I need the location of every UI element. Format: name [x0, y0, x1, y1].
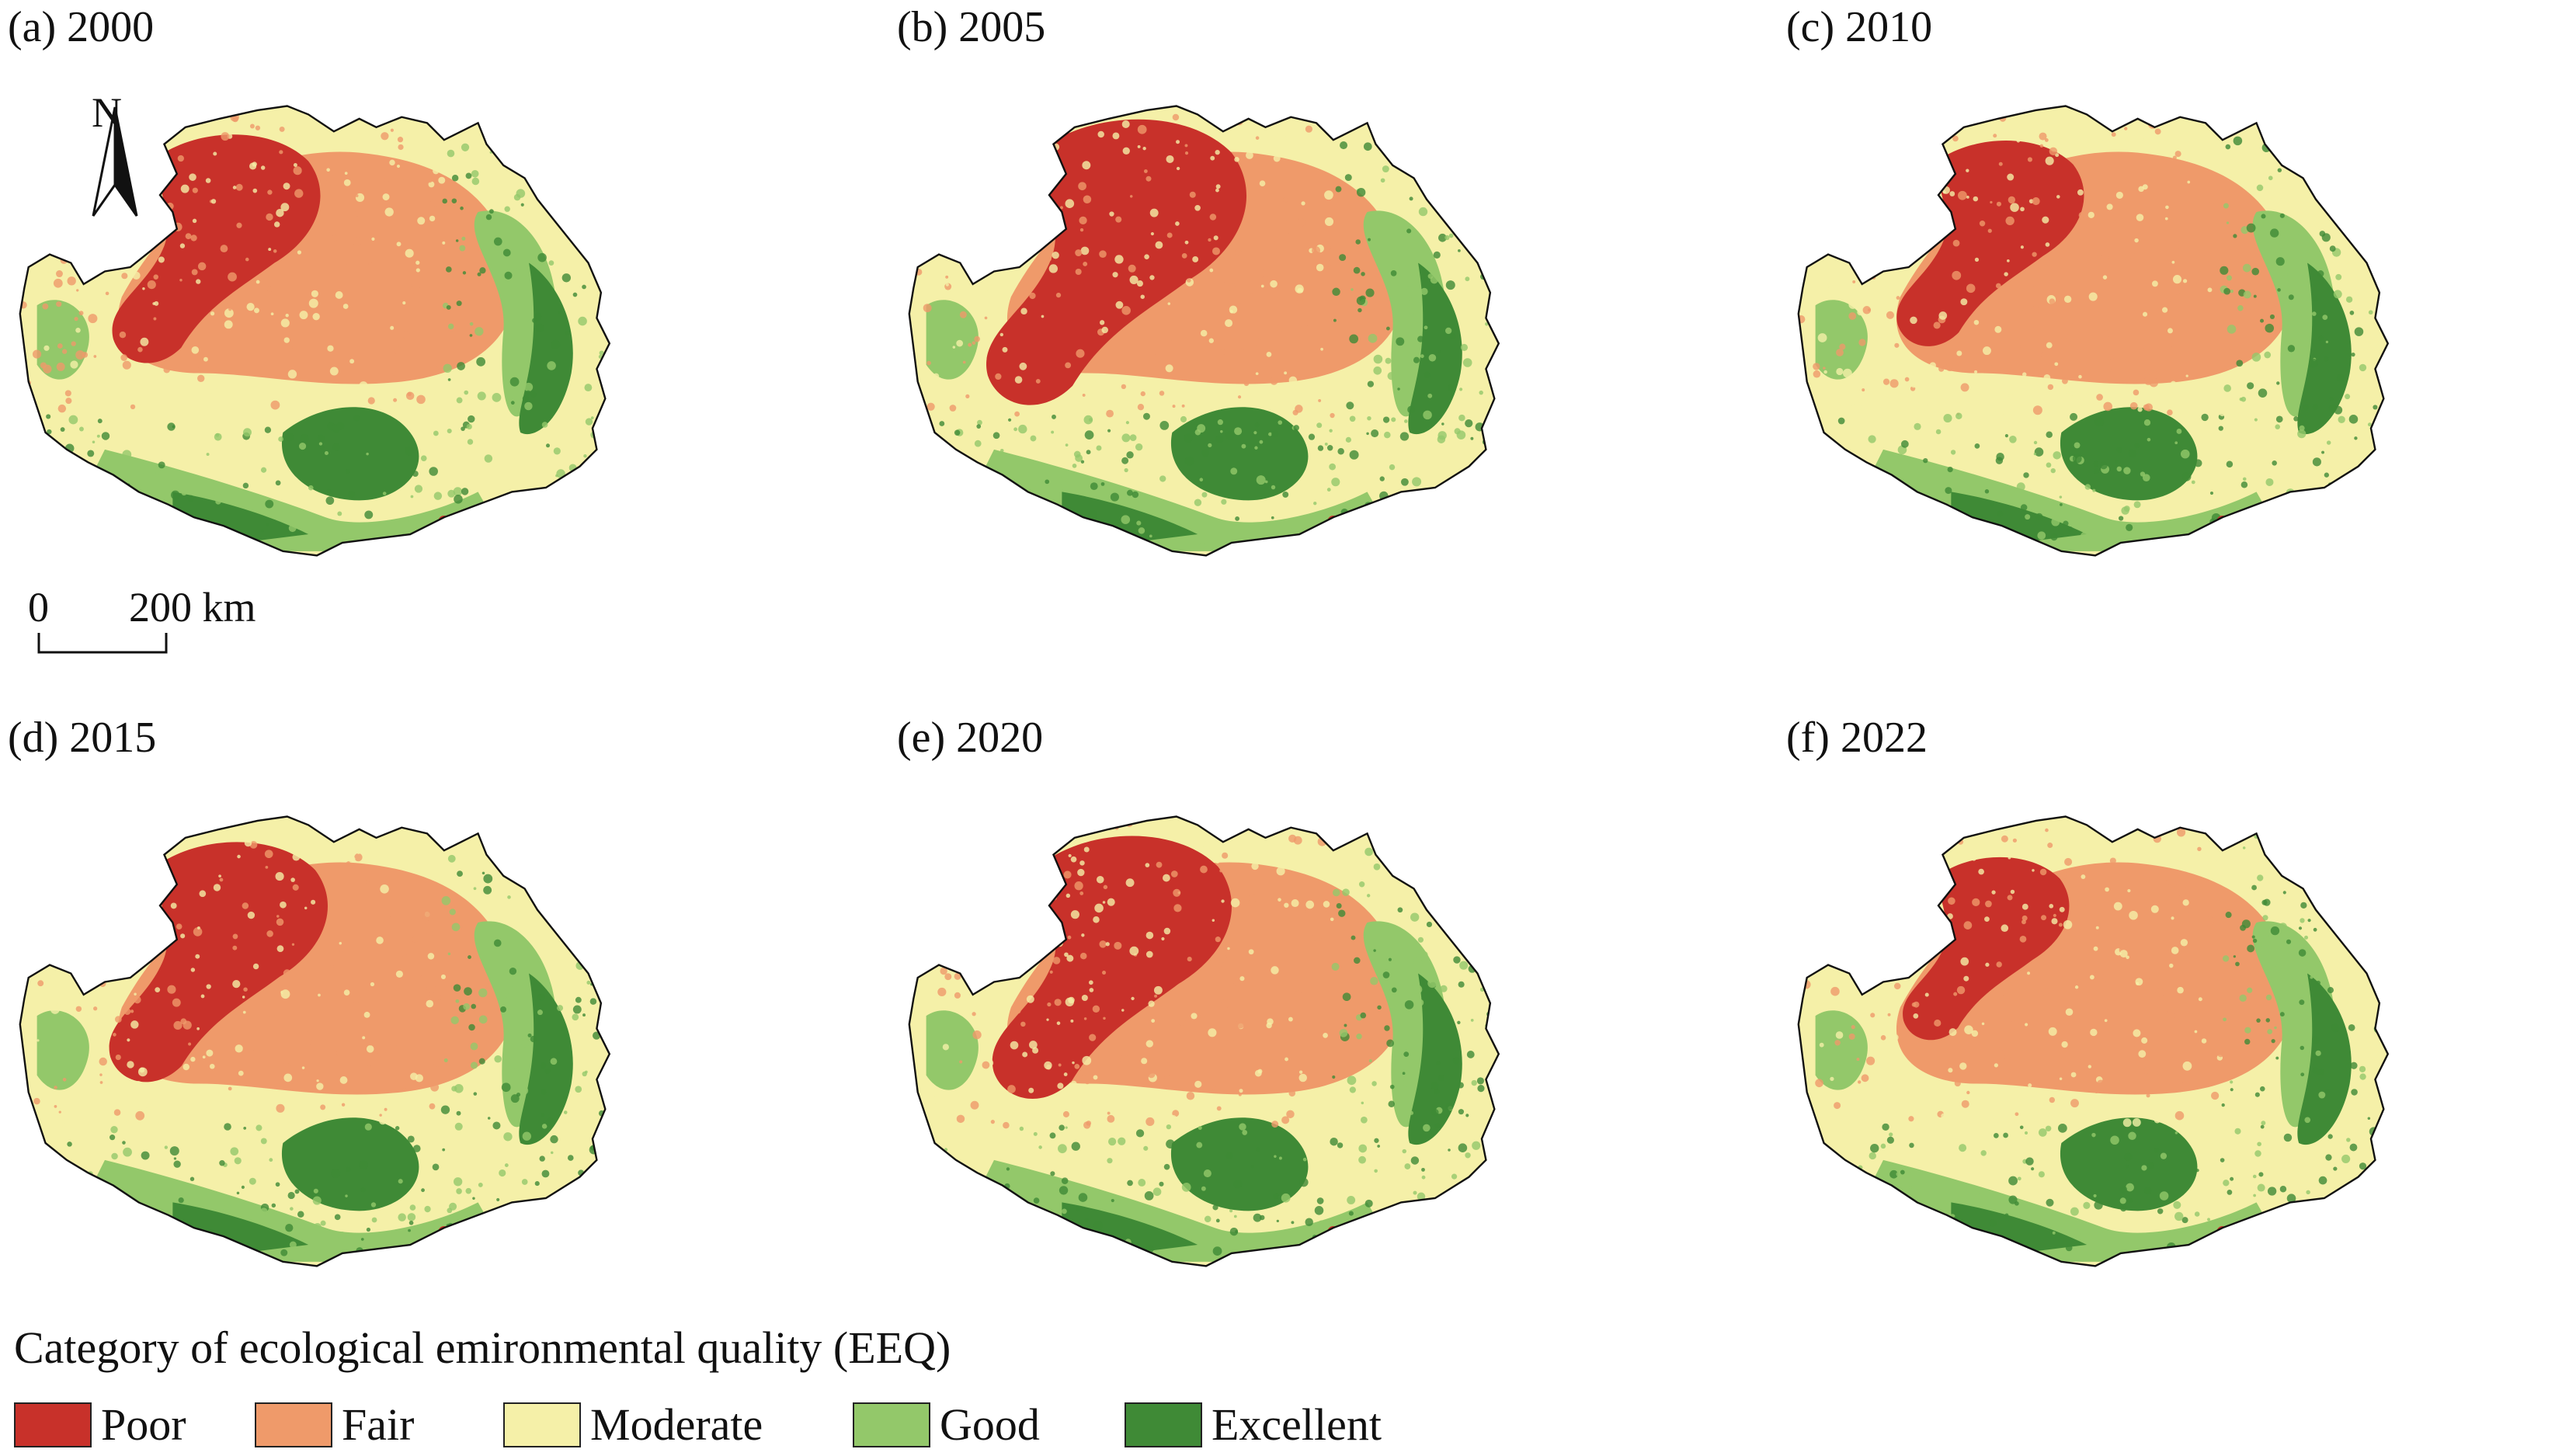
scale-start-label: 0: [28, 584, 49, 631]
panel-label: (f) 2022: [1786, 714, 1928, 762]
legend-swatch: [255, 1402, 332, 1447]
legend-label: Moderate: [590, 1399, 763, 1450]
map-panel-2020: (e) 2020: [889, 711, 1743, 1355]
legend-title: Category of ecological emironmental qual…: [14, 1322, 951, 1373]
north-letter: N: [92, 89, 122, 136]
map-panel-2010: (c) 2010: [1778, 0, 2569, 645]
legend-swatch: [503, 1402, 581, 1447]
eeq-map-2022: [1797, 815, 2390, 1267]
panel-label: (b) 2005: [897, 3, 1046, 51]
legend-swatch: [853, 1402, 930, 1447]
north-arrow-icon: [92, 106, 138, 217]
map-panel-2022: (f) 2022: [1778, 711, 2569, 1355]
map-panel-2000: (a) 2000: [0, 0, 854, 645]
eeq-map-2010: [1797, 105, 2390, 557]
eeq-map-2020: [908, 815, 1500, 1267]
eeq-map-2015: [19, 815, 611, 1267]
panel-label: (c) 2010: [1786, 3, 1933, 51]
legend: Poor Fair Moderate Good Excellent: [14, 1398, 1490, 1452]
legend-label: Fair: [342, 1399, 415, 1450]
scale-end-label: 200 km: [129, 584, 256, 631]
eeq-map-2000: [19, 105, 611, 557]
map-panel-2005: (b) 2005: [889, 0, 1743, 645]
legend-swatch: [14, 1402, 92, 1447]
map-panel-2015: (d) 2015: [0, 711, 854, 1355]
legend-label: Excellent: [1211, 1399, 1382, 1450]
scale-bar: [37, 633, 168, 654]
panel-label: (e) 2020: [897, 714, 1044, 762]
legend-swatch: [1125, 1402, 1202, 1447]
eeq-map-2005: [908, 105, 1500, 557]
legend-label: Poor: [101, 1399, 186, 1450]
legend-label: Good: [940, 1399, 1040, 1450]
panel-label: (a) 2000: [8, 3, 155, 51]
panel-label: (d) 2015: [8, 714, 157, 762]
